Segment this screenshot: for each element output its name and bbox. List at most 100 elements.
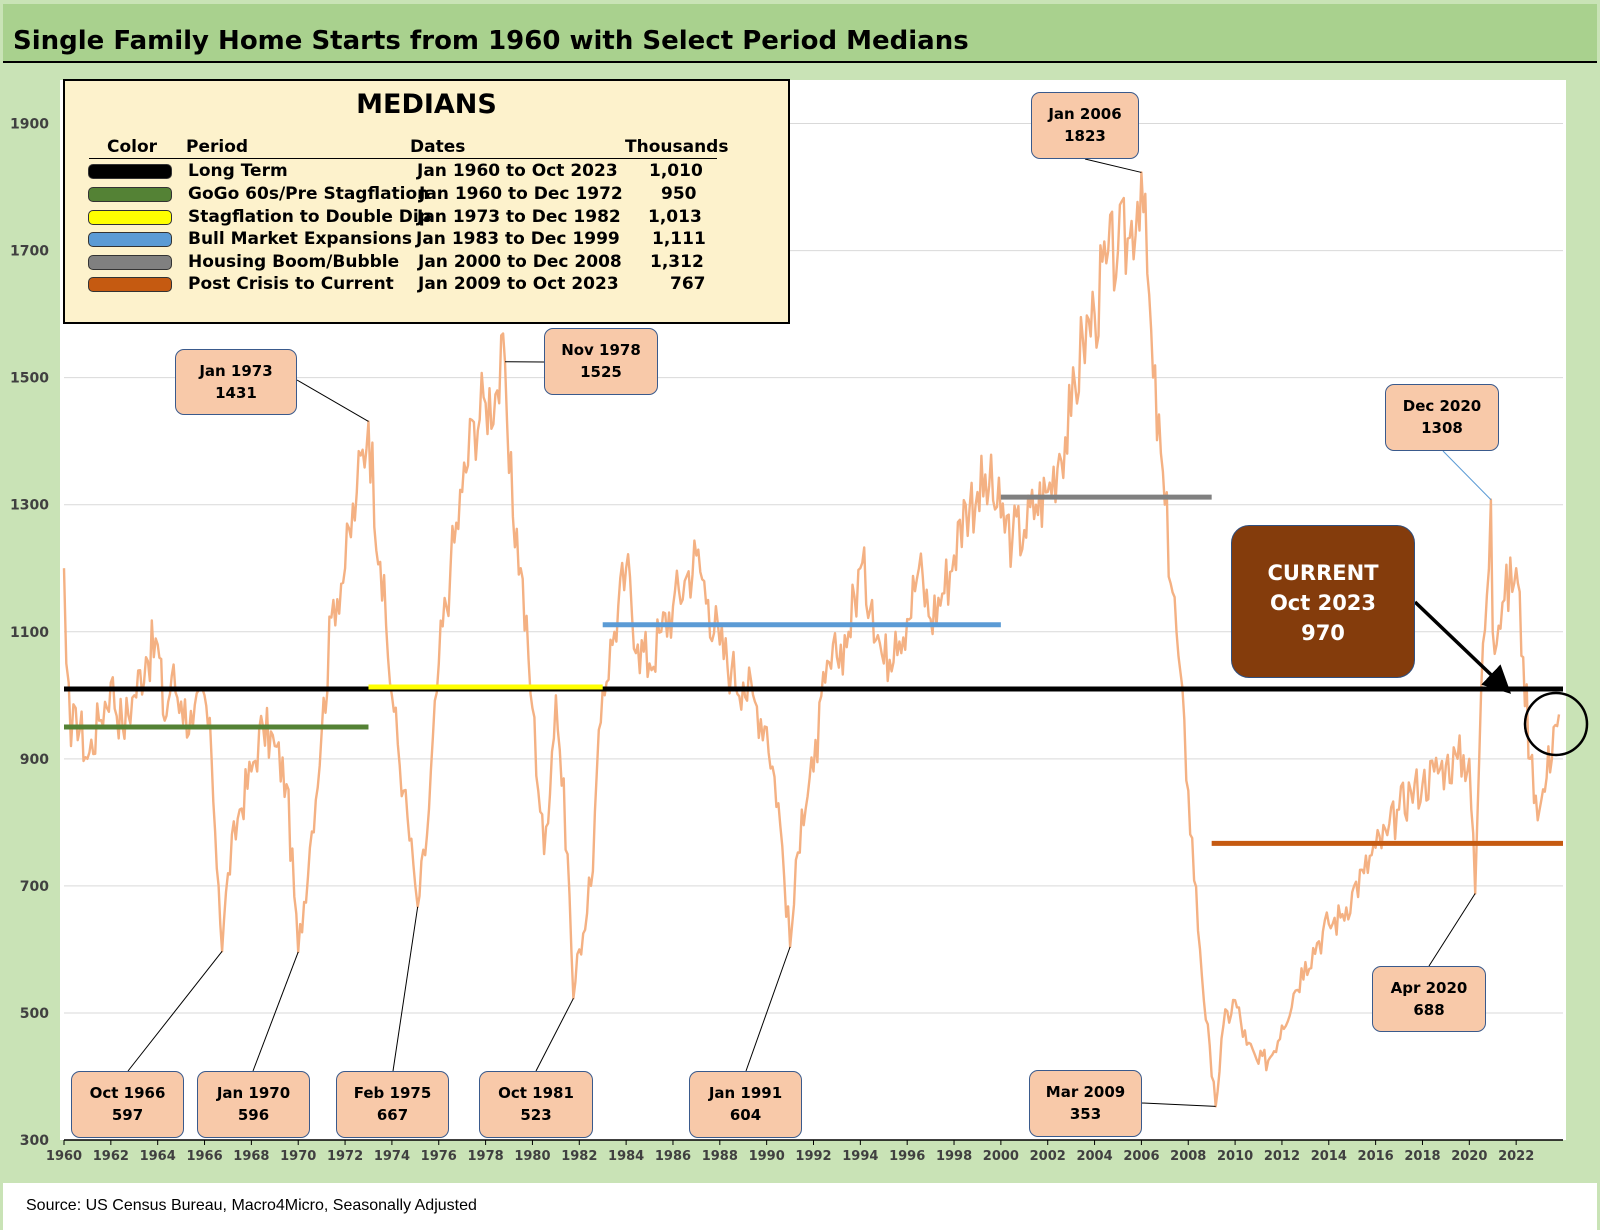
x-tick-label: 2018: [1404, 1149, 1440, 1164]
legend-header-dates: Dates: [410, 137, 466, 157]
x-tick-label: 1974: [374, 1149, 410, 1164]
current-value: 970: [1301, 621, 1345, 645]
x-tick-label: 1986: [655, 1149, 691, 1164]
callout-oct-1966: Oct 1966 597: [71, 1071, 184, 1138]
callout-mar-2009: Mar 2009 353: [1029, 1070, 1142, 1137]
medians-legend: MEDIANS Color Period Dates Thousands Lon…: [63, 79, 790, 324]
x-tick-label: 1998: [936, 1149, 972, 1164]
x-tick-label: 1980: [514, 1149, 550, 1164]
legend-row: Long Term Jan 1960 to Oct 2023 1,010: [65, 161, 788, 183]
legend-thousands: 1,010: [649, 161, 703, 181]
legend-period: Housing Boom/Bubble: [188, 252, 400, 272]
legend-thousands: 950: [661, 184, 697, 204]
callout-oct-1981: Oct 1981 523: [479, 1071, 593, 1138]
legend-period: Post Crisis to Current: [188, 274, 394, 294]
x-tick-label: 2010: [1217, 1149, 1253, 1164]
legend-dates: Jan 2009 to Oct 2023: [418, 274, 619, 294]
y-tick-label: 1500: [10, 371, 49, 387]
y-tick-label: 500: [20, 1006, 49, 1022]
x-tick-label: 1962: [93, 1149, 129, 1164]
legend-header-rule: [89, 158, 717, 159]
y-tick-label: 1300: [10, 498, 49, 514]
current-arrow: [1413, 600, 1512, 694]
legend-thousands: 1,312: [650, 252, 704, 272]
legend-swatch: [88, 232, 172, 247]
legend-period: GoGo 60s/Pre Stagflation: [188, 184, 430, 204]
y-tick-label: 300: [20, 1133, 49, 1149]
x-tick-label: 1976: [421, 1149, 457, 1164]
x-tick-label: 2012: [1264, 1149, 1300, 1164]
legend-swatch: [88, 277, 172, 292]
x-tick-label: 2006: [1123, 1149, 1159, 1164]
callout-dec-2020: Dec 2020 1308: [1385, 384, 1499, 451]
y-tick-label: 700: [20, 879, 49, 895]
legend-row: Post Crisis to Current Jan 2009 to Oct 2…: [65, 274, 788, 296]
legend-row: Housing Boom/Bubble Jan 2000 to Dec 2008…: [65, 252, 788, 274]
callout-leader-line: [535, 998, 574, 1072]
x-tick-label: 2000: [983, 1149, 1019, 1164]
y-tick-label: 900: [20, 752, 49, 768]
current-value-box: CURRENT Oct 2023 970: [1231, 525, 1415, 678]
x-tick-label: 2008: [1170, 1149, 1206, 1164]
current-date: Oct 2023: [1269, 591, 1377, 615]
x-tick-label: 1992: [795, 1149, 831, 1164]
current-label: CURRENT: [1267, 561, 1379, 585]
x-tick-label: 1960: [46, 1149, 82, 1164]
x-tick-label: 1978: [468, 1149, 504, 1164]
footer: Source: US Census Bureau, Macro4Micro, S…: [3, 1183, 1597, 1230]
legend-dates: Jan 2000 to Dec 2008: [418, 252, 622, 272]
legend-thousands: 767: [670, 274, 706, 294]
legend-swatch: [88, 187, 172, 202]
legend-row: GoGo 60s/Pre Stagflation Jan 1960 to Dec…: [65, 184, 788, 206]
callout-leader-line: [1428, 893, 1476, 967]
legend-thousands: 1,111: [652, 229, 706, 249]
legend-period: Bull Market Expansions: [188, 229, 412, 249]
x-tick-label: 1984: [608, 1149, 644, 1164]
callout-nov-1978: Nov 1978 1525: [544, 328, 658, 395]
x-tick-label: 2002: [1030, 1149, 1066, 1164]
legend-title: MEDIANS: [356, 89, 497, 120]
x-tick-label: 1996: [889, 1149, 925, 1164]
legend-dates: Jan 1983 to Dec 1999: [416, 229, 620, 249]
legend-row: Stagflation to Double Dip Jan 1973 to De…: [65, 207, 788, 229]
chart-title: Single Family Home Starts from 1960 with…: [13, 26, 969, 56]
source-note: Source: US Census Bureau, Macro4Micro, S…: [26, 1197, 477, 1214]
x-tick-label: 1988: [702, 1149, 738, 1164]
x-tick-label: 2016: [1358, 1149, 1394, 1164]
legend-dates: Jan 1960 to Oct 2023: [417, 161, 618, 181]
legend-dates: Jan 1960 to Dec 1972: [419, 184, 623, 204]
x-tick-label: 1972: [327, 1149, 363, 1164]
x-tick-label: 2014: [1311, 1149, 1347, 1164]
callout-jan-1991: Jan 1991 604: [689, 1071, 802, 1138]
x-tick-label: 1970: [280, 1149, 316, 1164]
callout-leader-line: [1442, 450, 1492, 500]
y-tick-label: 1700: [10, 244, 49, 260]
callout-jan-1973: Jan 1973 1431: [175, 349, 297, 415]
callout-feb-1975: Feb 1975 667: [336, 1071, 449, 1138]
callout-apr-2020: Apr 2020 688: [1372, 966, 1486, 1032]
title-bar: Single Family Home Starts from 1960 with…: [3, 4, 1597, 63]
legend-row: Bull Market Expansions Jan 1983 to Dec 1…: [65, 229, 788, 251]
x-tick-label: 1990: [749, 1149, 785, 1164]
y-tick-label: 1900: [10, 117, 49, 133]
x-tick-label: 1982: [561, 1149, 597, 1164]
legend-swatch: [88, 210, 172, 225]
y-tick-label: 1100: [10, 625, 49, 641]
x-tick-label: 1964: [140, 1149, 176, 1164]
callout-leader-line: [252, 951, 299, 1072]
legend-swatch: [88, 164, 172, 179]
current-circle: [1523, 691, 1589, 757]
x-tick-label: 2022: [1498, 1149, 1534, 1164]
legend-period: Long Term: [188, 161, 288, 181]
callout-leader-line: [1141, 1102, 1216, 1107]
callout-leader-line: [296, 379, 369, 422]
x-tick-label: 2020: [1451, 1149, 1487, 1164]
legend-header-color: Color: [107, 137, 158, 157]
callout-leader-line: [745, 946, 791, 1072]
callout-jan-2006: Jan 2006 1823: [1031, 92, 1139, 159]
callout-jan-1970: Jan 1970 596: [197, 1071, 310, 1138]
callout-leader-line: [127, 951, 223, 1072]
legend-header-thousands: Thousands: [625, 137, 729, 157]
legend-swatch: [88, 255, 172, 270]
